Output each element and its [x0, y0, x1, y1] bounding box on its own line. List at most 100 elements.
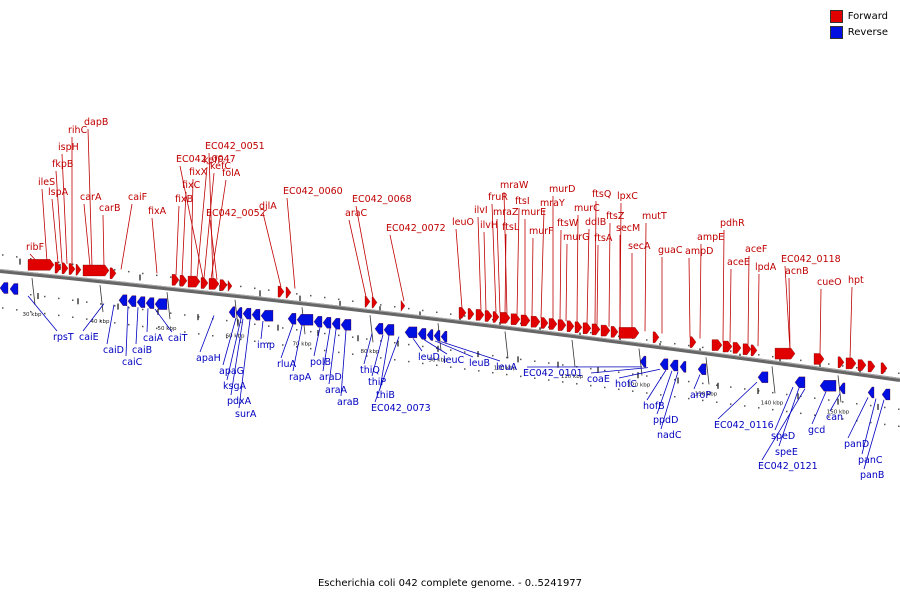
forward-gene-leader: [722, 229, 725, 342]
reverse-gene-arrow: [331, 318, 341, 330]
reverse-gene-arrow: [9, 283, 19, 295]
reverse-gene-arrow: [404, 326, 418, 338]
reverse-gene-label: coaE: [587, 374, 610, 385]
track-dot: [492, 371, 494, 374]
track-dot: [604, 386, 606, 389]
track-dot: [674, 378, 676, 381]
track-dot: [128, 306, 130, 309]
track-dot: [296, 346, 298, 348]
forward-gene-label: ampD: [685, 246, 713, 257]
reverse-gene-leader: [125, 306, 129, 357]
forward-gene-label: lspA: [48, 187, 69, 198]
forward-gene-label: EC042_0068: [352, 194, 412, 205]
forward-gene-label: ftsZ: [606, 211, 625, 222]
track-dot: [674, 342, 676, 345]
track-dot: [212, 334, 214, 337]
reverse-gene-label: araD: [319, 372, 342, 383]
scale-label: 130 kbp: [695, 391, 718, 397]
forward-gene-leader: [355, 205, 374, 298]
reverse-gene-arrow: [287, 313, 297, 325]
forward-gene-arrow: [109, 267, 117, 279]
reverse-gene-label: thiP: [368, 377, 386, 388]
reverse-gene-arrow: [639, 355, 647, 368]
forward-gene-leader: [83, 203, 91, 267]
scale-tick: [31, 277, 36, 306]
track-dot: [408, 360, 410, 363]
reverse-gene-label: panD: [844, 439, 869, 450]
track-dot: [730, 386, 732, 388]
forward-gene-label: ilvH: [480, 220, 498, 231]
forward-gene-label: fixC: [182, 180, 201, 191]
reverse-gene-arrow: [242, 308, 252, 320]
track-dot: [632, 373, 634, 375]
track-dot: [240, 285, 242, 288]
reverse-gene-label: caiC: [122, 357, 143, 368]
track-dot: [156, 274, 158, 277]
forward-gene-label: fixA: [148, 206, 167, 217]
reverse-gene-leader: [222, 317, 237, 366]
track-dot: [380, 340, 382, 342]
forward-gene-leader: [286, 197, 296, 289]
reverse-gene-label: caiT: [168, 333, 188, 344]
scale-tick: [771, 366, 776, 394]
forward-gene-arrow: [530, 316, 541, 328]
reverse-gene-arrow: [426, 329, 434, 341]
track-dot: [730, 350, 732, 352]
forward-gene-leader: [348, 219, 367, 297]
reverse-gene-label: speE: [775, 447, 798, 458]
track-dot: [226, 319, 228, 322]
track-dot: [898, 425, 900, 428]
forward-gene-arrow: [277, 285, 285, 298]
track-dot: [380, 304, 382, 306]
reverse-gene-label: leuA: [496, 362, 518, 373]
reverse-gene-arrow: [440, 331, 448, 343]
reverse-gene-leader: [618, 368, 661, 379]
forward-gene-arrow: [458, 307, 467, 319]
reverse-gene-arrow: [794, 376, 806, 388]
reverse-gene-label: caiE: [79, 332, 99, 343]
track-dot: [618, 335, 620, 338]
forward-gene-leader: [699, 243, 702, 339]
track-dot: [842, 418, 844, 420]
forward-gene-arrow: [880, 362, 888, 374]
reverse-gene-leader: [363, 333, 373, 365]
forward-gene-label: mraY: [540, 198, 565, 209]
scale-label: 110 kbp: [561, 374, 584, 380]
reverse-gene-leader: [230, 318, 244, 396]
track-dot: [422, 362, 424, 365]
forward-gene-label: acnB: [785, 266, 809, 277]
forward-gene-leader: [503, 191, 508, 314]
track-dot: [170, 276, 172, 278]
forward-gene-leader: [594, 200, 597, 325]
track-dot: [646, 339, 648, 341]
scale-label: 50 kbp: [158, 326, 177, 332]
track-dot: [310, 347, 312, 350]
track-dot: [268, 342, 270, 344]
reverse-gene-leader: [260, 320, 264, 340]
track-dot: [814, 414, 816, 416]
forward-gene-leader: [596, 244, 599, 326]
forward-gene-label: leuO: [452, 217, 474, 228]
track-dot: [254, 287, 256, 290]
reverse-gene-leader: [656, 370, 673, 415]
track-dot: [716, 401, 718, 404]
track-dot: [352, 300, 354, 302]
reverse-gene-leader: [774, 386, 794, 431]
forward-gene-label: ilvI: [474, 205, 488, 216]
track-dot: [30, 310, 32, 313]
reverse-gene-leader: [717, 381, 758, 420]
legend-item-reverse: Reverse: [829, 24, 888, 40]
reverse-gene-label: speD: [771, 431, 795, 442]
forward-gene-leader: [483, 231, 487, 312]
track-dot: [16, 309, 18, 311]
forward-gene-label: carA: [80, 192, 102, 203]
forward-gene-arrow: [484, 310, 493, 322]
track-dot: [310, 294, 312, 297]
track-dot: [268, 289, 270, 291]
track-dot: [828, 399, 830, 401]
track-dot: [422, 345, 424, 348]
scale-label: 70 kbp: [293, 341, 312, 347]
forward-gene-label: ftsQ: [592, 189, 611, 200]
reverse-gene-leader: [440, 341, 501, 362]
forward-gene-leader: [757, 273, 760, 347]
